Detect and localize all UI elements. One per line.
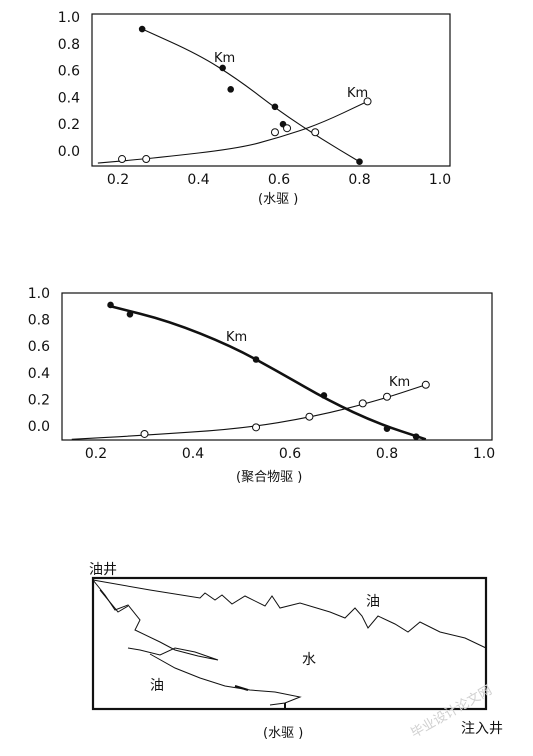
chart1-series-2-point-5 [363,97,372,106]
oil-upper-label: 油 [366,594,380,610]
chart1-series-2-line [97,100,368,164]
chart2-series-2-point-4 [383,392,391,401]
water-front-branch [99,589,129,613]
chart1-ytick-5: 0.0 [58,144,80,160]
chart1-xtick-1: 0.4 [187,172,209,188]
chart2-xlabel: (聚合物驱 ) [236,470,302,485]
sketch-frame [91,576,488,711]
chart2-ytick-5: 0.0 [28,419,50,435]
chart1-frame [91,13,451,167]
water-label: 水 [302,652,316,668]
chart2-series-1-point-4 [383,425,391,432]
chart1-series-2-point-2 [270,128,279,137]
chart2-xtick-4: 1.0 [473,446,495,462]
chart2-xtick-0: 0.2 [85,446,107,462]
chart1-series-2-point-0 [118,155,127,164]
oil-lower-label: 油 [150,678,164,694]
chart2-ytick-4: 0.2 [28,392,50,408]
chart1-series-2-point-1 [142,155,151,164]
chart1-xtick-3: 0.8 [348,172,370,188]
chart1-xtick-2: 0.6 [268,172,290,188]
chart2-series-1-line [110,305,427,441]
chart2-series-1-point-2 [252,356,260,363]
chart2-series [71,301,430,441]
chart-water-flood: 1.00.80.60.40.20.00.2 0.4 0.6 0.8 1.0 Km Km … [58,10,451,207]
chart2-ytick-3: 0.4 [28,366,50,382]
chart2-frame [61,292,493,441]
chart1-series-1-point-5 [356,158,363,166]
chart1-ticks: 1.0 0.8 0.6 0.4 0.2 0.0 0.2 0.4 0.6 0.8 1.0 [58,10,451,188]
chart2-series-2-line [71,384,426,440]
chart2-series-2-point-3 [358,399,367,408]
chart2-ticks: 1.0 0.8 0.6 0.4 0.2 0.0 0.2 0.4 0.6 0.8 1.0 [28,286,495,462]
chart2-xtick-3: 0.8 [376,446,398,462]
chart1-series-2-point-4 [311,128,320,137]
chart2-series-1-point-5 [412,433,420,440]
chart-polymer-flood: 1.00.80.60.40.20.00.2 0.4 0.6 0.8 1.0 Km Km … [28,286,495,485]
injection-well-label: 注入井 [461,721,503,737]
chart1-ytick-3: 0.4 [58,90,80,106]
chart2-series-2-point-0 [140,429,149,438]
chart2-series-1-point-1 [126,310,134,318]
chart2-ytick-2: 0.6 [28,339,50,355]
sketch-caption: (水驱 ) [263,726,303,741]
chart1-series-1-point-1 [219,64,226,72]
chart1-series-1-point-0 [138,25,146,33]
chart2-xtick-1: 0.4 [182,446,204,462]
chart1-series-label-1: Km [214,51,235,66]
chart1-xtick-0: 0.2 [107,172,129,188]
chart2-series-label-2: Km [389,375,410,390]
chart1-ytick-2: 0.6 [58,64,80,80]
chart2-ytick-1: 0.8 [28,313,50,329]
chart1-xtick-4: 1.0 [429,172,451,188]
chart1-series-label-2: Km [347,86,368,101]
chart1-ytick-1: 0.8 [58,37,80,53]
chart2-xtick-2: 0.6 [279,446,301,462]
chart1-series [97,25,372,166]
chart1-ytick-4: 0.2 [58,117,80,133]
chart2-series-2-point-2 [305,412,314,421]
oil-well-label: 油井 [89,562,117,578]
water-front-upper [92,579,487,649]
chart2-ytick-0: 1.0 [28,286,50,302]
chart1-series-1-point-2 [227,86,234,93]
chart2-series-label-1: Km [226,330,247,345]
chart1-xlabel: (水驱 ) [258,192,298,207]
chart1-series-1-point-3 [271,103,279,111]
chart1-series-1-line [141,28,360,163]
chart2-series-1-point-3 [320,392,328,399]
water-front-lower [149,653,302,706]
reservoir-sketch: 油井 油 水 油 注入井 (水驱 ) [89,562,503,741]
chart2-series-2-point-1 [252,423,261,432]
water-front-tick-1 [234,685,249,691]
water-front-middle [92,579,219,661]
chart1-series-2-point-3 [283,124,292,133]
chart1-ytick-0: 1.0 [58,10,80,26]
chart2-series-1-point-0 [107,301,114,309]
chart2-series-2-point-5 [421,380,430,389]
